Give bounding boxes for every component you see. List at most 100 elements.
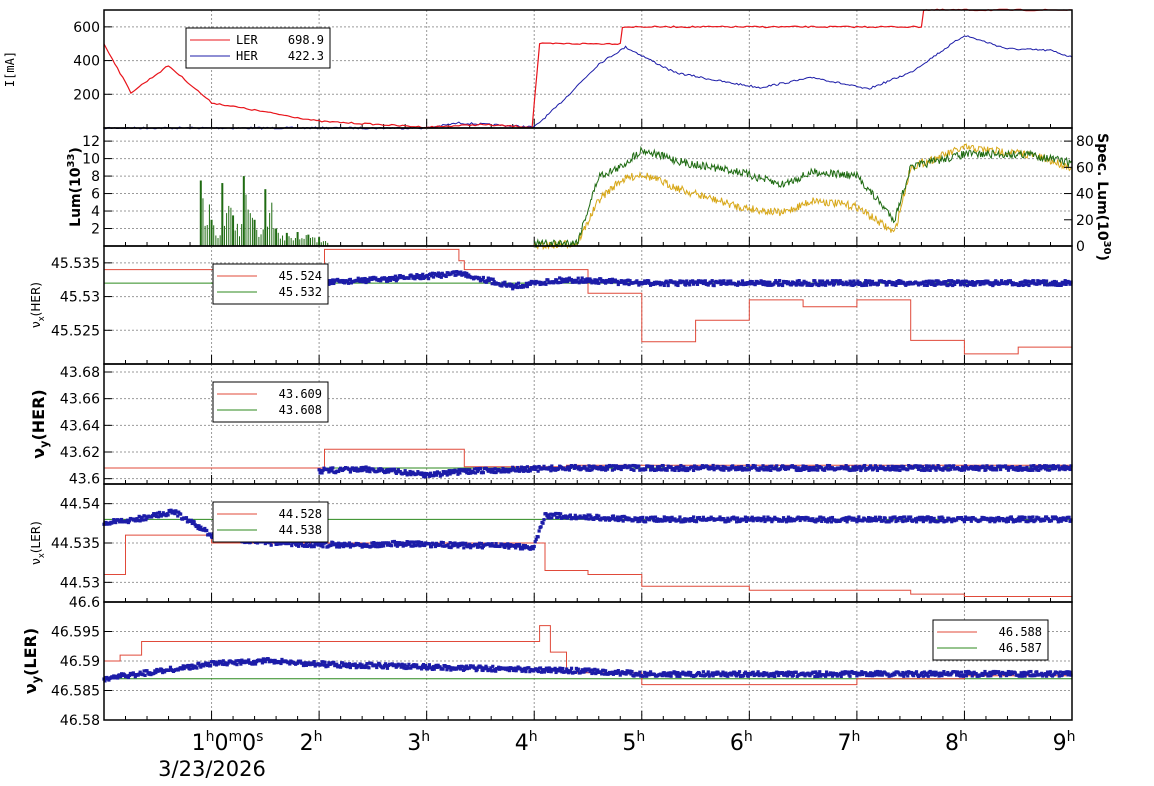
measured-point [604, 464, 609, 468]
measured-point [689, 671, 693, 675]
measured-point [832, 282, 836, 286]
measured-point [940, 674, 944, 678]
measured-point [140, 515, 144, 519]
measured-point [937, 515, 941, 519]
measured-point [348, 470, 352, 474]
measured-point [721, 670, 725, 674]
measured-point [1035, 468, 1039, 472]
measured-point [654, 519, 659, 523]
measured-point [936, 672, 940, 676]
measured-point [809, 466, 813, 470]
measured-point [989, 516, 993, 520]
measured-point [767, 467, 771, 471]
measured-point [1010, 517, 1014, 521]
measured-point [417, 274, 421, 278]
measured-point [1025, 281, 1029, 286]
measured-points [102, 657, 1073, 683]
measured-point [143, 514, 147, 518]
measured-point [637, 283, 641, 287]
measured-point [498, 544, 502, 549]
measured-point [864, 671, 868, 675]
measured-point [247, 658, 251, 662]
measured-point [950, 279, 954, 283]
measured-point [741, 674, 746, 678]
measured-point [920, 671, 924, 675]
measured-point [517, 469, 522, 473]
measured-point [225, 663, 229, 667]
measured-point [881, 519, 885, 523]
measured-point [378, 662, 382, 666]
measured-point [532, 465, 536, 469]
measured-point [199, 525, 203, 529]
measured-point [385, 279, 390, 283]
measured-point [619, 467, 623, 472]
measured-point [169, 508, 173, 512]
measured-point [530, 545, 534, 549]
measured-point [205, 528, 209, 533]
measured-point [583, 667, 587, 671]
measured-point [392, 467, 396, 471]
measured-point [574, 666, 578, 671]
measured-point [479, 541, 484, 546]
measured-point [427, 277, 431, 281]
measured-point [918, 464, 923, 468]
measured-point [786, 515, 791, 519]
measured-point [488, 668, 492, 672]
measured-point [636, 281, 640, 285]
measured-point [722, 279, 726, 283]
measured-point [1009, 280, 1013, 285]
measured-point [138, 670, 142, 674]
measured-point [1046, 464, 1051, 469]
measured-point [329, 466, 333, 470]
measured-point [468, 542, 472, 546]
measured-point [637, 516, 641, 520]
measured-point [546, 278, 550, 282]
measured-point [723, 673, 727, 678]
measured-point [592, 671, 596, 675]
measured-point [384, 277, 388, 281]
measured-point [918, 673, 923, 677]
measured-point [872, 673, 877, 677]
measured-point [807, 281, 811, 285]
measured-point [589, 464, 593, 469]
measured-point [850, 280, 854, 284]
measured-point [299, 541, 304, 545]
measured-point [438, 272, 442, 276]
measured-point [339, 665, 343, 669]
measured-point [1038, 464, 1042, 468]
measured-point [1053, 283, 1057, 287]
measured-point [706, 670, 710, 674]
measured-point [926, 281, 930, 285]
measured-point [1054, 280, 1058, 284]
measured-point [435, 665, 439, 669]
measured-point [457, 542, 461, 546]
measured-point [151, 513, 155, 518]
legend-value: 44.538 [279, 523, 322, 537]
measured-point [825, 520, 830, 524]
measured-point [736, 465, 741, 469]
measured-point [579, 279, 583, 283]
measured-point [1049, 283, 1054, 287]
y-tick-label: 44.535 [51, 536, 100, 552]
measured-point [529, 279, 533, 284]
measured-point [876, 282, 880, 286]
measured-point [870, 517, 875, 521]
measured-point [896, 519, 900, 523]
measured-point [729, 467, 733, 471]
measured-point [492, 470, 496, 475]
measured-point [1014, 468, 1018, 472]
measured-point [515, 469, 519, 473]
measured-point [556, 515, 560, 519]
measured-point [428, 272, 433, 276]
measured-point [913, 517, 918, 521]
measured-point [811, 282, 815, 287]
measured-point [610, 670, 615, 674]
measured-point [658, 283, 662, 287]
measured-point [801, 282, 805, 286]
measured-point [1056, 520, 1060, 524]
measured-point [722, 468, 726, 472]
measured-point [802, 516, 806, 520]
y-axis-label: νx(LER) [29, 521, 46, 565]
measured-point [661, 282, 665, 286]
measured-point [821, 279, 825, 283]
